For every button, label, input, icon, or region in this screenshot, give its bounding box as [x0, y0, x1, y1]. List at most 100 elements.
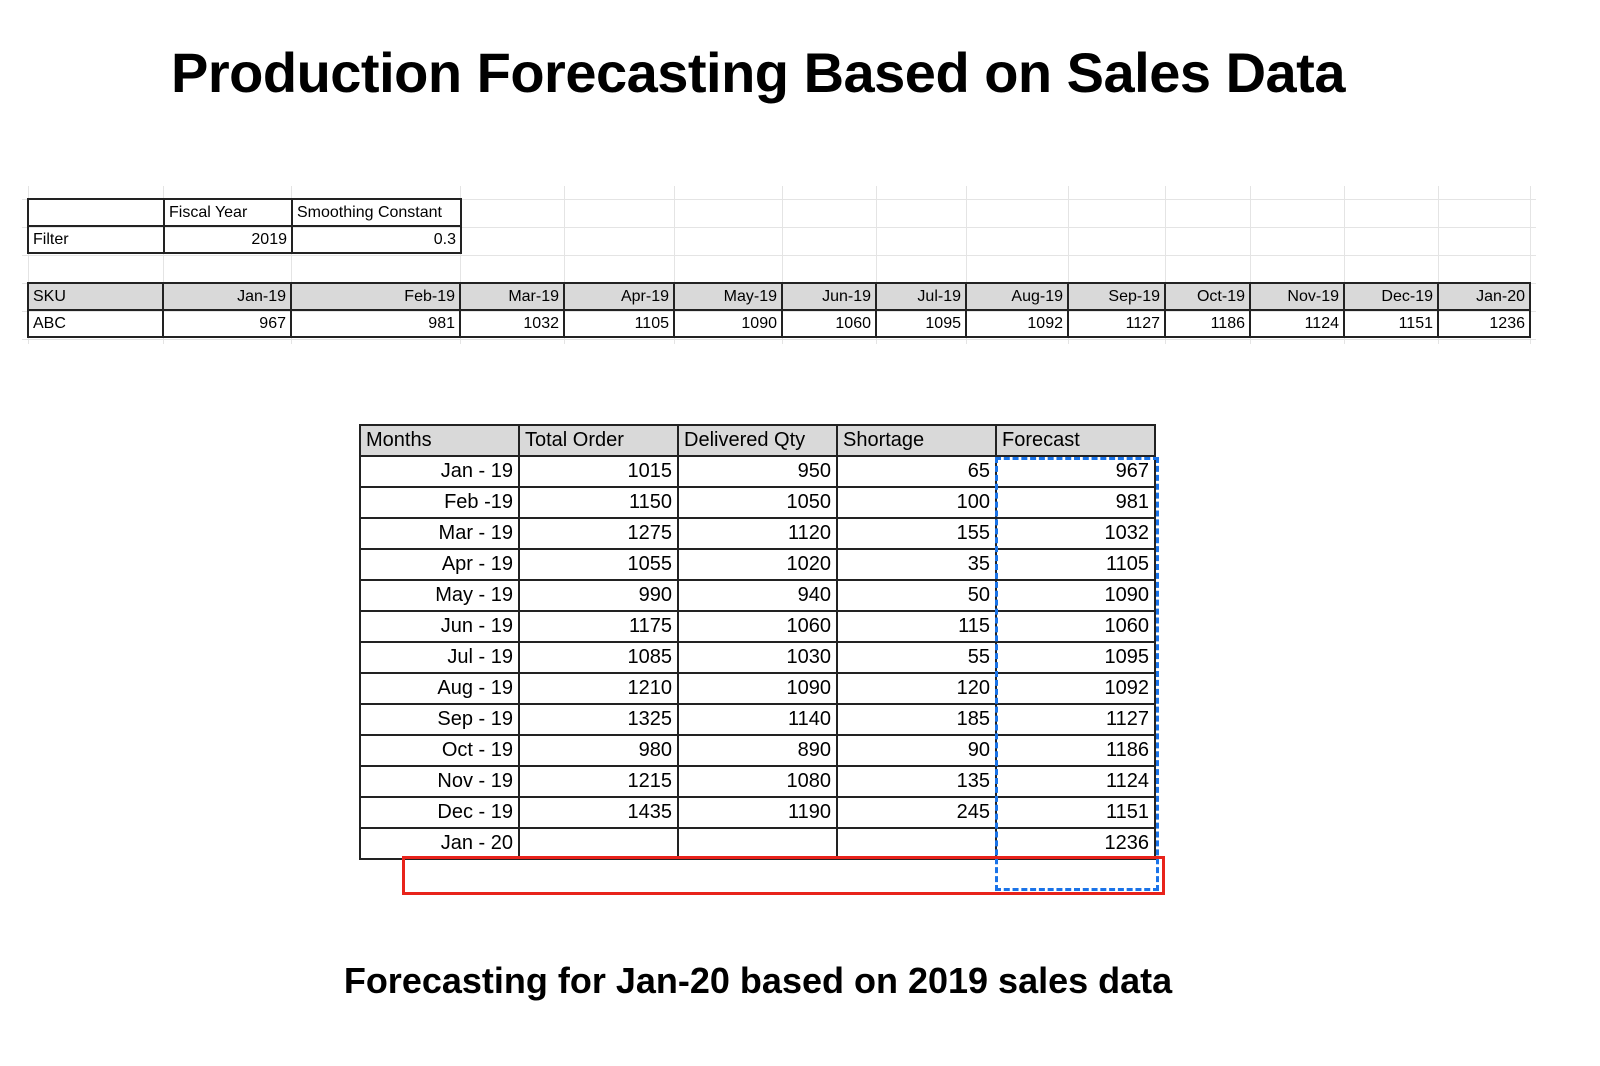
table-row: Oct - 19 980 890 90 1186 — [359, 734, 1156, 767]
forecast-cell[interactable]: 1095 — [995, 641, 1156, 674]
forecast-cell[interactable]: 1032 — [459, 309, 565, 338]
forecast-cell[interactable]: 1105 — [995, 548, 1156, 581]
gridline — [22, 339, 1536, 340]
sku-cell[interactable]: ABC — [27, 309, 164, 338]
smoothing-constant-header: Smoothing Constant — [291, 198, 462, 227]
forecast-cell[interactable]: 1236 — [995, 827, 1156, 860]
month-cell[interactable]: Aug - 19 — [359, 672, 520, 705]
month-header: Mar-19 — [459, 282, 565, 311]
forecast-cell[interactable]: 1092 — [965, 309, 1069, 338]
sku-forecast-table: SKU Jan-19 Feb-19 Mar-19 Apr-19 May-19 Jun-19 J… — [27, 282, 1531, 338]
delivered-qty-cell[interactable]: 1050 — [677, 486, 838, 519]
fiscal-year-header: Fiscal Year — [163, 198, 293, 227]
total-order-cell[interactable]: 1175 — [518, 610, 679, 643]
shortage-cell[interactable]: 245 — [836, 796, 997, 829]
forecast-cell[interactable]: 1092 — [995, 672, 1156, 705]
month-cell[interactable]: May - 19 — [359, 579, 520, 612]
delivered-qty-cell[interactable]: 1020 — [677, 548, 838, 581]
shortage-cell[interactable]: 65 — [836, 455, 997, 488]
forecast-cell[interactable]: 1124 — [1249, 309, 1345, 338]
month-cell[interactable]: Mar - 19 — [359, 517, 520, 550]
month-cell[interactable]: Feb -19 — [359, 486, 520, 519]
delivered-qty-cell[interactable]: 940 — [677, 579, 838, 612]
total-order-cell[interactable]: 1150 — [518, 486, 679, 519]
month-cell[interactable]: Jan - 20 — [359, 827, 520, 860]
forecast-cell[interactable]: 1124 — [995, 765, 1156, 798]
shortage-cell[interactable]: 55 — [836, 641, 997, 674]
month-cell[interactable]: Dec - 19 — [359, 796, 520, 829]
forecast-cell[interactable]: 1127 — [995, 703, 1156, 736]
total-order-cell[interactable]: 1275 — [518, 517, 679, 550]
total-order-cell[interactable]: 990 — [518, 579, 679, 612]
table-row: Jan - 20 1236 — [359, 827, 1156, 860]
forecast-cell[interactable]: 1095 — [875, 309, 967, 338]
smoothing-constant-cell[interactable]: 0.3 — [291, 225, 462, 254]
total-order-cell[interactable]: 1210 — [518, 672, 679, 705]
month-cell[interactable]: Jun - 19 — [359, 610, 520, 643]
delivered-qty-cell[interactable]: 1140 — [677, 703, 838, 736]
forecast-cell[interactable]: 1032 — [995, 517, 1156, 550]
forecast-cell[interactable]: 1236 — [1437, 309, 1531, 338]
total-order-cell[interactable]: 1215 — [518, 765, 679, 798]
total-order-cell[interactable]: 1015 — [518, 455, 679, 488]
total-order-cell[interactable]: 1055 — [518, 548, 679, 581]
forecast-cell[interactable]: 1151 — [1343, 309, 1439, 338]
total-order-cell[interactable]: 1085 — [518, 641, 679, 674]
month-header: Aug-19 — [965, 282, 1069, 311]
gridline — [28, 186, 29, 344]
shortage-cell[interactable]: 120 — [836, 672, 997, 705]
total-order-cell[interactable]: 1325 — [518, 703, 679, 736]
delivered-qty-cell[interactable]: 1080 — [677, 765, 838, 798]
shortage-cell[interactable]: 50 — [836, 579, 997, 612]
forecast-cell[interactable]: 1105 — [563, 309, 675, 338]
table-row: Apr - 19 1055 1020 35 1105 — [359, 548, 1156, 581]
delivered-qty-cell[interactable]: 1190 — [677, 796, 838, 829]
forecast-cell[interactable]: 1060 — [781, 309, 877, 338]
shortage-cell[interactable] — [836, 827, 997, 860]
month-cell[interactable]: Jan - 19 — [359, 455, 520, 488]
total-order-cell[interactable]: 1435 — [518, 796, 679, 829]
month-cell[interactable]: Jul - 19 — [359, 641, 520, 674]
delivered-qty-cell[interactable]: 1030 — [677, 641, 838, 674]
gridline — [1165, 186, 1166, 344]
shortage-cell[interactable]: 115 — [836, 610, 997, 643]
delivered-qty-cell[interactable] — [677, 827, 838, 860]
month-header: Feb-19 — [290, 282, 461, 311]
total-order-cell[interactable] — [518, 827, 679, 860]
shortage-cell[interactable]: 155 — [836, 517, 997, 550]
forecast-cell[interactable]: 1090 — [995, 579, 1156, 612]
delivered-qty-cell[interactable]: 1120 — [677, 517, 838, 550]
gridline — [22, 199, 1536, 200]
shortage-cell[interactable]: 100 — [836, 486, 997, 519]
month-cell[interactable]: Oct - 19 — [359, 734, 520, 767]
jan-20-highlight-box — [402, 856, 1165, 895]
forecast-cell[interactable]: 1186 — [995, 734, 1156, 767]
delivered-qty-cell[interactable]: 950 — [677, 455, 838, 488]
fiscal-year-cell[interactable]: 2019 — [163, 225, 293, 254]
month-header: Oct-19 — [1164, 282, 1251, 311]
month-header: Nov-19 — [1249, 282, 1345, 311]
shortage-cell[interactable]: 90 — [836, 734, 997, 767]
delivered-qty-cell[interactable]: 1060 — [677, 610, 838, 643]
gridline — [22, 255, 1536, 256]
forecast-cell[interactable]: 967 — [162, 309, 292, 338]
forecast-cell[interactable]: 1090 — [673, 309, 783, 338]
forecast-cell[interactable]: 981 — [995, 486, 1156, 519]
forecast-cell[interactable]: 1060 — [995, 610, 1156, 643]
table-row: Sep - 19 1325 1140 185 1127 — [359, 703, 1156, 736]
month-cell[interactable]: Sep - 19 — [359, 703, 520, 736]
shortage-cell[interactable]: 135 — [836, 765, 997, 798]
total-order-cell[interactable]: 980 — [518, 734, 679, 767]
delivered-qty-cell[interactable]: 890 — [677, 734, 838, 767]
month-cell[interactable]: Nov - 19 — [359, 765, 520, 798]
forecast-cell[interactable]: 981 — [290, 309, 461, 338]
month-cell[interactable]: Apr - 19 — [359, 548, 520, 581]
shortage-cell[interactable]: 185 — [836, 703, 997, 736]
forecast-cell[interactable]: 967 — [995, 455, 1156, 488]
shortage-cell[interactable]: 35 — [836, 548, 997, 581]
forecast-cell[interactable]: 1186 — [1164, 309, 1251, 338]
forecast-cell[interactable]: 1127 — [1067, 309, 1166, 338]
forecast-cell[interactable]: 1151 — [995, 796, 1156, 829]
delivered-qty-cell[interactable]: 1090 — [677, 672, 838, 705]
column-header: Delivered Qty — [677, 424, 838, 457]
